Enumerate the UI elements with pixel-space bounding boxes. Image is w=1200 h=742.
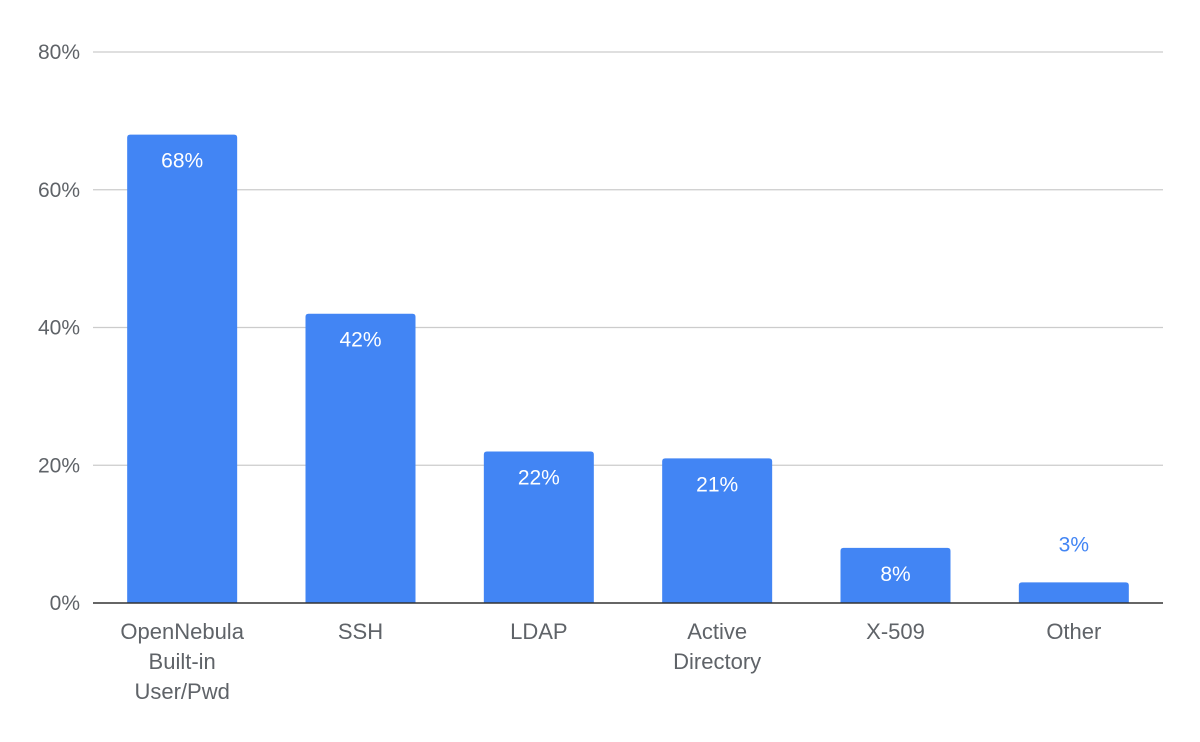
bar bbox=[305, 313, 416, 603]
y-tick-label: 20% bbox=[38, 454, 80, 477]
category-label: LDAP bbox=[510, 619, 567, 644]
data-label: 21% bbox=[696, 473, 738, 496]
bars bbox=[127, 134, 1129, 603]
gridlines bbox=[93, 51, 1163, 466]
y-tick-label: 60% bbox=[38, 179, 80, 202]
y-tick-label: 0% bbox=[50, 592, 80, 615]
x-axis-categories: OpenNebula Built-in User/Pwd SSH LDAP Active D… bbox=[120, 619, 1101, 704]
bar bbox=[662, 458, 773, 603]
y-tick-label: 80% bbox=[38, 41, 80, 64]
bar bbox=[483, 451, 594, 603]
bar bbox=[1018, 582, 1129, 603]
category-label: X-509 bbox=[866, 619, 925, 644]
data-label: 8% bbox=[880, 563, 910, 586]
data-labels: 68% 42% 22% 21% 8% 3% bbox=[161, 150, 1089, 586]
data-label: 42% bbox=[339, 329, 381, 352]
data-label: 3% bbox=[1059, 533, 1089, 556]
y-tick-label: 40% bbox=[38, 317, 80, 340]
category-label: SSH bbox=[338, 619, 383, 644]
y-axis-ticks: 0% 20% 40% 60% 80% bbox=[38, 41, 80, 615]
category-label: Other bbox=[1046, 619, 1101, 644]
bar bbox=[127, 134, 238, 603]
bar bbox=[840, 547, 951, 603]
data-label: 22% bbox=[518, 466, 560, 489]
category-label: OpenNebula Built-in User/Pwd bbox=[120, 619, 244, 704]
data-label: 68% bbox=[161, 150, 203, 173]
category-label: Active Directory bbox=[673, 619, 761, 674]
